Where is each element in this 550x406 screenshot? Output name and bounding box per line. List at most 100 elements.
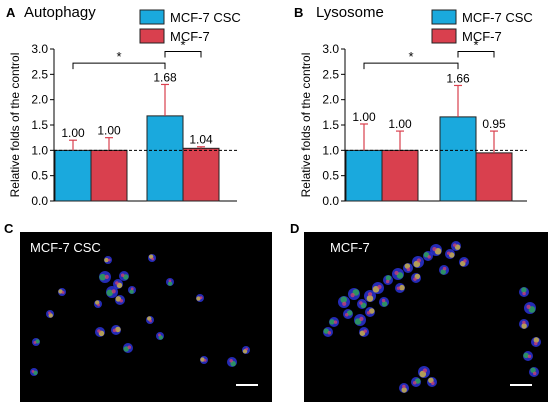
legend-swatch: [139, 28, 165, 44]
cell-marker: [416, 258, 421, 263]
cell-marker: [340, 296, 347, 303]
bar: [146, 115, 184, 202]
legend-label: MCF-7: [170, 29, 210, 44]
cell-marker: [427, 255, 431, 259]
cell-marker: [333, 320, 338, 324]
cell-marker: [48, 313, 53, 318]
y-axis-label: Relative folds of the control: [299, 53, 313, 198]
cell-marker: [363, 329, 367, 333]
cell-marker: [196, 296, 201, 301]
cell-marker: [31, 370, 35, 373]
cell-marker: [327, 330, 332, 335]
cell-image-mcf7: [323, 241, 541, 393]
cell-marker: [199, 296, 203, 299]
cell-marker: [523, 352, 529, 359]
cell-marker: [203, 358, 207, 362]
cell-marker: [149, 319, 152, 323]
cell-marker: [104, 274, 109, 279]
cell-marker: [115, 326, 121, 333]
y-tick-label: 2.0: [322, 93, 339, 107]
cell-marker: [106, 289, 114, 297]
y-tick-label: 2.5: [31, 67, 48, 81]
bar-charts: A Autophagy Relative folds of the control 0…: [6, 4, 533, 208]
micrograph-mcf7-csc: MCF-7 CSC: [20, 232, 272, 402]
y-tick-label: 3.0: [322, 42, 339, 56]
cell-marker: [402, 384, 406, 389]
y-tick-label: 0.0: [31, 194, 48, 208]
y-tick-label: 0.5: [31, 169, 48, 183]
panel-letter-c: C: [4, 221, 14, 236]
cell-marker: [527, 354, 532, 359]
cell-marker: [521, 323, 527, 329]
cell-marker: [366, 310, 371, 315]
legend-swatch: [431, 28, 457, 44]
y-axis-label: Relative folds of the control: [8, 53, 22, 198]
data-label: 1.00: [352, 110, 376, 124]
significance-bracket: [363, 62, 459, 70]
panel-letter: B: [294, 5, 303, 20]
data-label: 1.66: [446, 71, 470, 85]
data-label: 1.00: [388, 117, 412, 131]
significance-star: *: [116, 49, 121, 64]
significance-star: *: [473, 38, 478, 53]
y-tick-label: 1.5: [31, 118, 48, 132]
bar: [345, 149, 383, 202]
cell-marker: [385, 275, 392, 281]
cell-marker: [58, 289, 63, 294]
cell-marker: [200, 357, 205, 362]
cell-marker: [453, 243, 457, 247]
cell-marker: [530, 367, 536, 373]
cell-marker: [396, 286, 401, 290]
cell-marker: [401, 387, 407, 393]
y-tick-label: 3.0: [31, 42, 48, 56]
cell-marker: [522, 291, 526, 296]
cell-marker: [534, 341, 538, 346]
data-label: 1.04: [189, 132, 213, 146]
cell-marker: [342, 301, 347, 306]
cell-marker: [432, 246, 437, 252]
cell-marker: [104, 257, 109, 263]
cell-marker: [532, 371, 537, 376]
cell-marker: [344, 313, 349, 317]
cell-marker: [129, 289, 134, 294]
cell-marker: [97, 329, 101, 333]
cell-marker: [107, 258, 111, 262]
cell-marker: [404, 263, 411, 269]
significance-star: *: [408, 49, 413, 64]
cell-marker: [127, 345, 132, 350]
cell-marker: [399, 284, 405, 291]
y-tick-label: 1.5: [322, 118, 339, 132]
cell-marker: [329, 319, 335, 325]
significance-bracket: [72, 62, 166, 70]
cell-marker: [48, 311, 51, 315]
panel-letter: A: [6, 5, 16, 20]
cell-marker: [158, 333, 161, 337]
y-tick-label: 1.0: [322, 143, 339, 157]
cell-marker: [431, 381, 435, 386]
cell-marker: [359, 301, 363, 305]
cell-marker: [381, 298, 386, 303]
cell-marker: [526, 304, 531, 309]
cell-marker: [168, 279, 172, 283]
cell-marker: [99, 273, 106, 281]
bar: [475, 152, 513, 202]
y-tick-label: 0.0: [322, 194, 339, 208]
cell-marker: [377, 284, 382, 290]
y-tick-label: 2.0: [31, 93, 48, 107]
cell-marker: [97, 303, 100, 307]
significance-bracket: [457, 51, 495, 58]
cell-marker: [394, 270, 399, 276]
cell-marker: [112, 328, 117, 333]
cell-marker: [463, 259, 467, 263]
cell-image-csc: [30, 254, 250, 376]
cell-marker: [366, 295, 374, 302]
cell-marker: [521, 287, 527, 293]
cell-marker: [61, 291, 65, 294]
cell-marker: [35, 339, 40, 344]
cell-marker: [111, 289, 116, 294]
cell-marker: [119, 299, 124, 303]
chart-title: Autophagy: [24, 4, 96, 21]
cell-marker: [115, 281, 119, 285]
cell-marker: [381, 301, 388, 307]
cell-marker: [229, 359, 233, 363]
